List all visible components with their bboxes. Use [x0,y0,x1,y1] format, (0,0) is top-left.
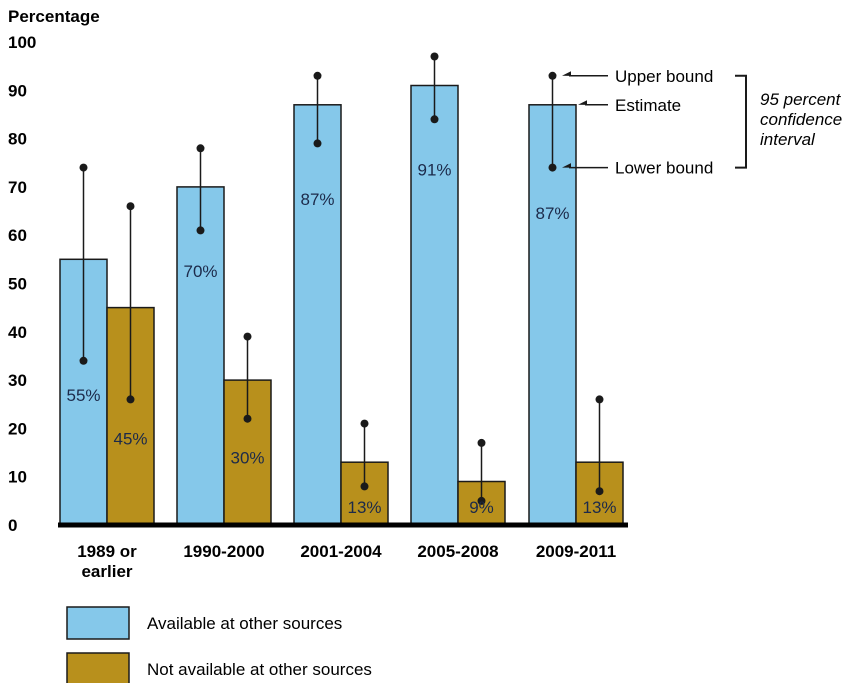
upper-bound-dot [196,144,205,153]
lower-bound-dot [595,487,604,496]
lower-bound-dot [548,163,557,172]
data-label: 55% [66,386,100,405]
upper-bound-dot [430,52,439,61]
lower-bound-dot [196,226,205,235]
ci-label: 95 percent [760,90,842,109]
lower-bound-dot [79,356,88,365]
bar-available [293,104,342,526]
lower-bound-arrow-head [562,163,571,168]
legend-swatch [66,652,130,683]
ci-bracket [735,74,747,169]
data-label: 70% [183,262,217,281]
bar-available [410,84,459,526]
y-tick-label: 50 [8,275,27,294]
bar-not-available [223,379,272,526]
upper-bound-dot [313,71,322,80]
legend-swatch [66,606,130,640]
y-tick-label: 20 [8,419,27,438]
data-labels: 55% 70% 87% 91% 87% 45% 30% 13% 9% 13% [66,161,616,518]
category-label: 1989 or [77,542,137,561]
lower-bound-dot [477,496,486,505]
data-label: 87% [535,204,569,223]
y-tick-label: 40 [8,323,27,342]
estimate-arrow-head [578,100,587,105]
y-tick-label: 30 [8,371,27,390]
y-tick-label: 0 [8,516,17,535]
data-label: 30% [230,449,264,468]
bar-available [528,104,577,526]
ci-label: interval [760,130,816,149]
data-label: 45% [113,429,147,448]
y-tick-label: 100 [8,33,36,52]
y-tick-label: 70 [8,178,27,197]
legend-label: Not available at other sources [147,660,372,679]
bars [59,84,624,526]
y-tick-label: 80 [8,130,27,149]
ci-annotation: Upper bound Estimate Lower bound 95 percent… [562,67,842,178]
lower-bound-dot [243,414,252,423]
bar-available [176,186,225,526]
upper-bound-dot [79,163,88,172]
category-label: 2009-2011 [536,542,616,561]
upper-bound-arrow-head [562,71,571,76]
category-label: earlier [81,562,132,581]
error-bars [79,52,604,505]
estimate-label: Estimate [615,96,681,115]
lower-bound-dot [360,482,369,491]
category-label: 2005-2008 [417,542,498,561]
data-label: 13% [347,498,381,517]
lower-bound-dot [126,395,135,404]
legend: Available at other sources Not available … [66,606,372,683]
y-tick-label: 10 [8,468,27,487]
data-label: 91% [417,161,451,180]
data-label: 13% [582,498,616,517]
data-label: 9% [469,498,494,517]
lower-bound-label: Lower bound [615,159,713,178]
y-axis-ticks: 0 10 20 30 40 50 60 70 80 90 100 [8,33,36,535]
category-label: 2001-2004 [300,542,382,561]
upper-bound-dot [595,395,604,404]
data-label: 87% [300,190,334,209]
upper-bound-dot [548,71,557,80]
ci-label: confidence [760,110,842,129]
y-tick-label: 90 [8,81,27,100]
legend-label: Available at other sources [147,614,342,633]
upper-bound-dot [360,419,369,428]
upper-bound-dot [243,332,252,341]
category-label: 1990-2000 [183,542,264,561]
upper-bound-label: Upper bound [615,67,713,86]
y-tick-label: 60 [8,226,27,245]
lower-bound-dot [430,115,439,124]
y-axis-title: Percentage [8,7,100,26]
upper-bound-dot [126,202,135,211]
upper-bound-dot [477,438,486,447]
lower-bound-dot [313,139,322,148]
